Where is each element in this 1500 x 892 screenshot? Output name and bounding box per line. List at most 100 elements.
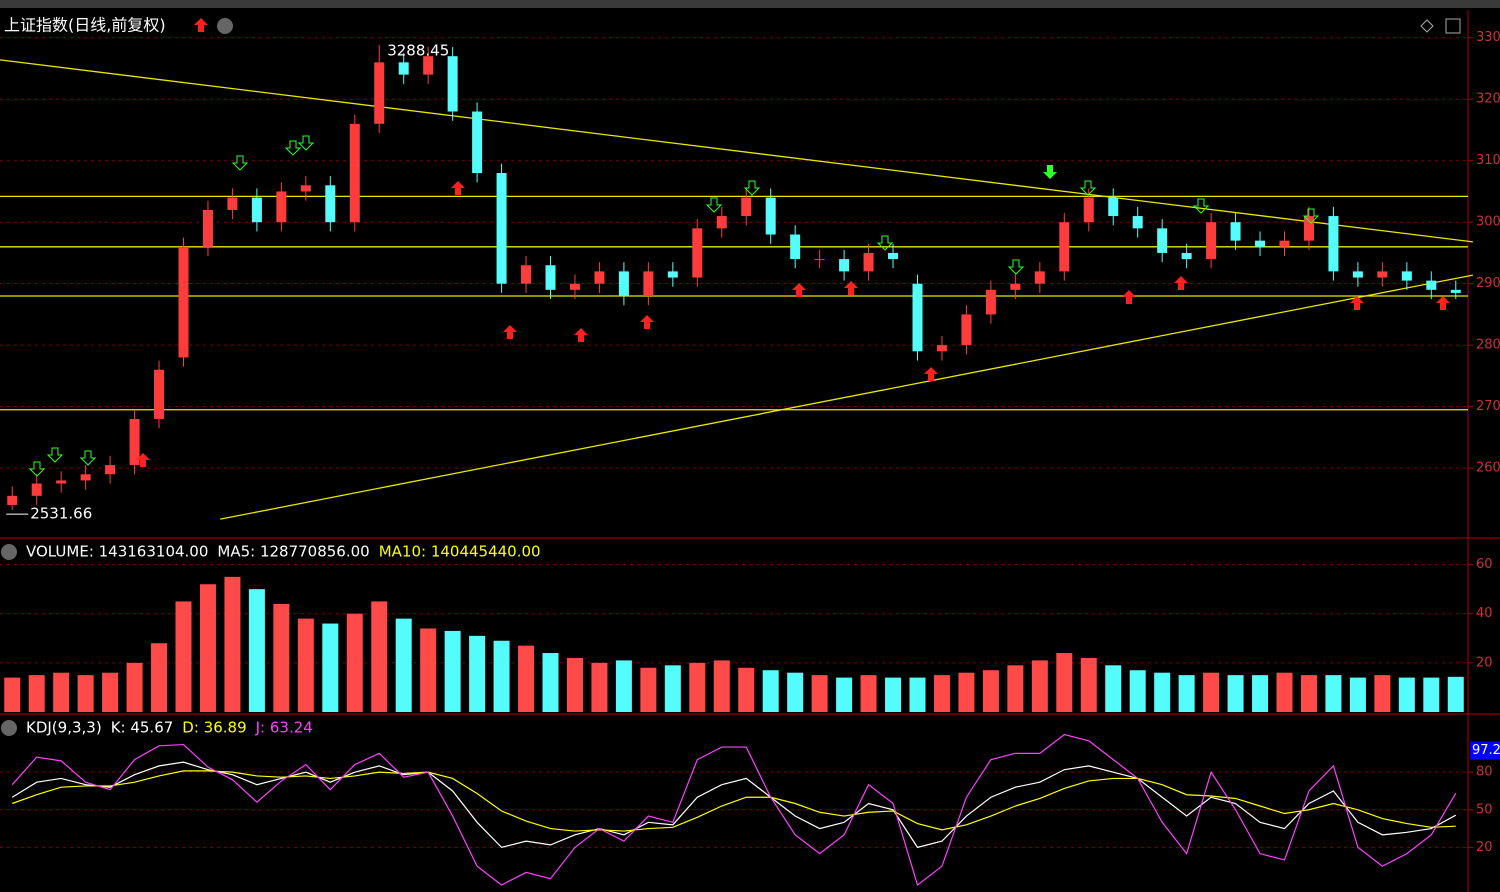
menu-strip[interactable]	[0, 0, 1500, 8]
candle-body	[961, 314, 972, 346]
kdj-line	[11, 733, 1457, 886]
candle-body	[202, 209, 213, 247]
volume-bar	[1154, 672, 1171, 712]
candle-body	[912, 283, 923, 352]
volume-bar	[1398, 677, 1415, 712]
legend-entry: KDJ(9,3,3)	[26, 719, 102, 737]
menu-button[interactable]	[1, 544, 17, 560]
volume-bar	[151, 643, 168, 712]
volume-bar	[346, 613, 363, 712]
volume-bar	[102, 672, 119, 712]
candle-body	[1352, 271, 1363, 278]
volume-bar	[542, 653, 559, 712]
volume-bar	[1300, 675, 1317, 712]
candle-body	[374, 62, 385, 124]
volume-bar	[836, 677, 853, 712]
legend-entry: MA10: 140445440.00	[379, 543, 541, 561]
volume-bar	[1349, 677, 1366, 712]
candle-body	[521, 265, 532, 284]
value-marker-label: 97.2	[1472, 743, 1500, 758]
candle-body	[1059, 222, 1070, 272]
candle-body	[765, 197, 776, 235]
candle-body	[447, 56, 458, 112]
y-tick-label: 40	[1476, 606, 1493, 621]
legend-entry: D: 36.89	[182, 719, 246, 737]
volume-bar	[1325, 675, 1342, 712]
volume-bar	[1007, 665, 1024, 712]
volume-bar	[762, 670, 779, 712]
menu-button[interactable]	[1, 720, 17, 736]
candle-body	[496, 173, 507, 284]
candle-body	[31, 483, 42, 496]
candle-body	[423, 56, 434, 75]
toolbar-icon[interactable]	[1445, 18, 1461, 34]
volume-bar	[933, 675, 950, 712]
candle-body	[1303, 216, 1314, 241]
candle-body	[1230, 222, 1241, 241]
volume-bar	[126, 662, 143, 712]
volume-bar	[224, 576, 241, 712]
candle-body	[472, 111, 483, 174]
candle-body	[1255, 240, 1266, 247]
volume-bar	[444, 630, 461, 712]
y-tick-label: 80	[1476, 765, 1493, 780]
candle-body	[1328, 216, 1339, 272]
toolbar-icon[interactable]	[1420, 19, 1434, 33]
candle-body	[129, 418, 140, 466]
volume-bar	[1056, 653, 1073, 712]
volume-bar	[1447, 676, 1464, 712]
candle-body	[569, 283, 580, 290]
y-tick-label: 60	[1476, 557, 1493, 572]
menu-button[interactable]	[217, 18, 233, 34]
candle-body	[1083, 197, 1094, 223]
candle-body	[1401, 271, 1412, 281]
volume-bar	[860, 675, 877, 712]
candle-body	[154, 369, 165, 419]
kdj-line	[12, 770, 1456, 832]
candle-body	[1279, 240, 1290, 247]
volume-bar	[493, 640, 510, 712]
volume-bar	[4, 677, 21, 712]
legend-entry: VOLUME: 143163104.00	[26, 543, 208, 561]
candle-body	[80, 474, 91, 481]
volume-bar	[664, 665, 681, 712]
volume-bar	[28, 675, 45, 712]
legend-entry: K: 45.67	[111, 719, 174, 737]
y-tick-label: 2700	[1476, 399, 1500, 414]
candle-body	[863, 252, 874, 272]
candle-body	[276, 191, 287, 223]
volume-bar	[1080, 657, 1097, 712]
candle-body	[667, 271, 678, 278]
value-marker-box	[1470, 741, 1500, 760]
volume-bar	[909, 677, 926, 712]
volume-bar	[982, 670, 999, 712]
volume-bar	[1105, 665, 1122, 712]
candle-body	[1034, 271, 1045, 284]
y-tick-label: 20	[1476, 840, 1493, 855]
candle-body	[1206, 222, 1217, 260]
volume-bar	[1276, 672, 1293, 712]
volume-bar	[713, 660, 730, 712]
volume-bar	[1423, 677, 1440, 712]
candle-body	[251, 197, 262, 223]
kdj-line	[11, 761, 1457, 849]
candle-body	[349, 123, 360, 223]
candle-body	[325, 185, 336, 223]
candle-body	[1132, 216, 1143, 229]
volume-bar	[420, 628, 437, 712]
volume-bar	[1178, 675, 1195, 712]
candle-body	[594, 271, 605, 284]
candle-body	[1450, 289, 1461, 293]
candle-body	[300, 185, 311, 192]
candle-body	[178, 246, 189, 358]
candle-body	[618, 271, 629, 296]
y-tick-label: 20	[1476, 655, 1493, 670]
volume-bar	[787, 672, 804, 712]
chart-title: 上证指数(日线,前复权)	[4, 16, 166, 35]
candle-body	[56, 480, 67, 484]
y-tick-label: 3100	[1476, 153, 1500, 168]
y-tick-label: 2600	[1476, 461, 1500, 476]
